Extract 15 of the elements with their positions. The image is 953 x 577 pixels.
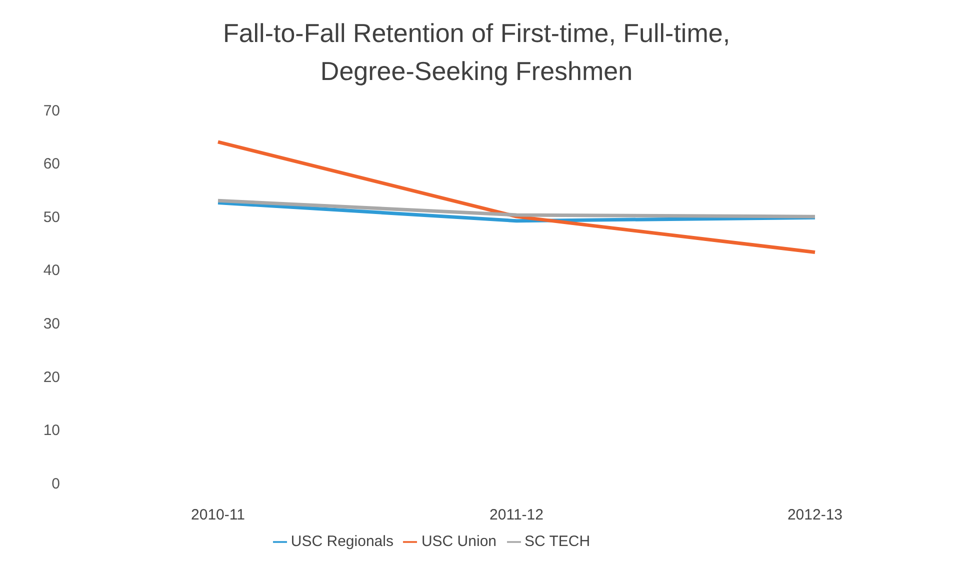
y-tick-label: 50 — [43, 208, 60, 226]
y-tick-label: 0 — [52, 475, 60, 492]
x-tick-label: 2010-11 — [191, 506, 245, 524]
x-tick-label: 2011-12 — [490, 506, 544, 524]
y-tick-label: 60 — [43, 156, 60, 173]
legend-label: SC TECH — [524, 533, 590, 550]
y-tick-label: 40 — [43, 262, 60, 280]
legend-label: USC Union — [421, 533, 496, 550]
chart-title: Fall-to-Fall Retention of First-time, Full-time, Degree-Seeking Freshmen — [222, 17, 732, 88]
y-tick-label: 30 — [43, 315, 60, 332]
y-tick-label: 10 — [43, 422, 60, 440]
y-tick-label: 70 — [43, 102, 60, 120]
x-tick-label: 2012-13 — [787, 506, 843, 524]
y-tick-label: 20 — [43, 368, 60, 386]
legend-label: USC Regionals — [290, 533, 394, 550]
